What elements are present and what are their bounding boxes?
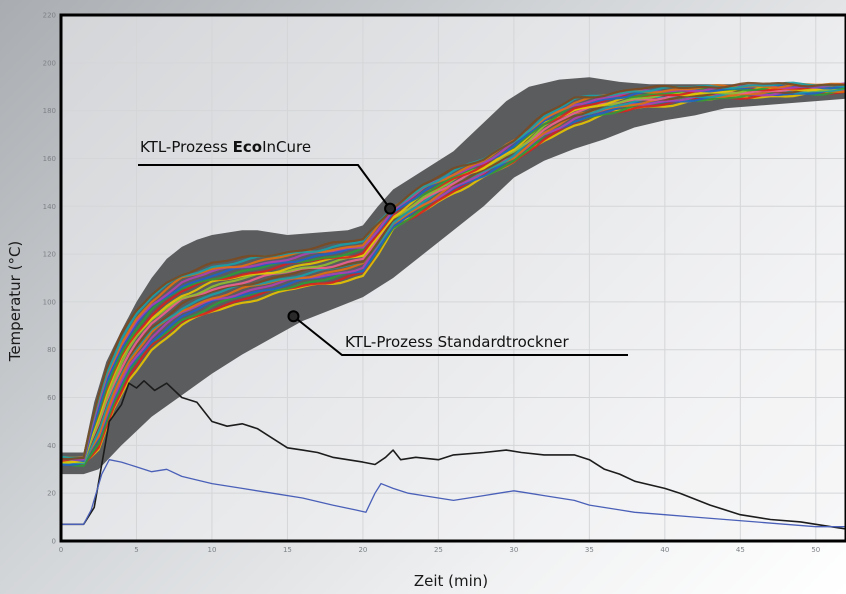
annotation-standard: KTL-Prozess Standardtrockner (287, 310, 628, 356)
annotation-standard-marker (287, 310, 300, 323)
bundle-layer (60, 81, 846, 467)
blue-curve (61, 459, 846, 528)
x-tick-label: 45 (736, 546, 745, 554)
annotation-ecoincure-suffix: InCure (262, 138, 311, 156)
y-tick-label: 0 (52, 538, 56, 546)
x-tick-label: 25 (434, 546, 443, 554)
y-tick-label: 20 (47, 490, 56, 498)
ecoincure-run (60, 81, 846, 461)
annotation-ecoincure: KTL-Prozess EcoInCure (138, 138, 397, 215)
plot-frame (59, 13, 846, 543)
annotation-ecoincure-bold: Eco (233, 138, 262, 156)
annotation-ecoincure-prefix: KTL-Prozess (140, 138, 233, 156)
annotation-standard-leader (292, 315, 628, 356)
y-tick-label: 100 (43, 298, 56, 306)
x-tick-label: 0 (59, 546, 63, 554)
x-tick-label: 40 (660, 546, 669, 554)
y-tick-label: 140 (43, 203, 56, 211)
annotation-ecoincure-label: KTL-Prozess EcoInCure (140, 138, 311, 156)
x-axis-title: Zeit (min) (414, 572, 488, 590)
x-tick-label: 15 (283, 546, 292, 554)
annotation-ecoincure-leader (138, 164, 391, 210)
tick-labels: 0 5 10 15 20 25 30 35 40 45 50 0 20 40 60 80 100 120 140 16… (43, 12, 821, 555)
x-tick-label: 50 (811, 546, 820, 554)
y-axis-title: Temperatur (°C) (6, 241, 24, 363)
y-tick-label: 80 (47, 346, 56, 354)
x-tick-label: 30 (509, 546, 518, 554)
y-tick-label: 220 (43, 12, 56, 20)
y-tick-label: 180 (43, 107, 56, 115)
x-tick-label: 20 (358, 546, 367, 554)
y-tick-label: 60 (47, 394, 56, 402)
black-curve (61, 379, 846, 530)
annotation-ecoincure-marker (384, 202, 397, 215)
annotation-standard-label: KTL-Prozess Standardtrockner (345, 333, 569, 351)
ecoincure-run (60, 87, 846, 464)
y-tick-label: 120 (43, 251, 56, 259)
band-layer (61, 77, 846, 475)
series-layer (61, 379, 846, 530)
y-tick-label: 40 (47, 442, 56, 450)
standardtrockner-band (61, 77, 846, 475)
y-tick-label: 160 (43, 155, 56, 163)
x-tick-label: 35 (585, 546, 594, 554)
x-tick-label: 10 (208, 546, 217, 554)
x-tick-label: 5 (134, 546, 138, 554)
y-tick-label: 200 (43, 59, 56, 67)
